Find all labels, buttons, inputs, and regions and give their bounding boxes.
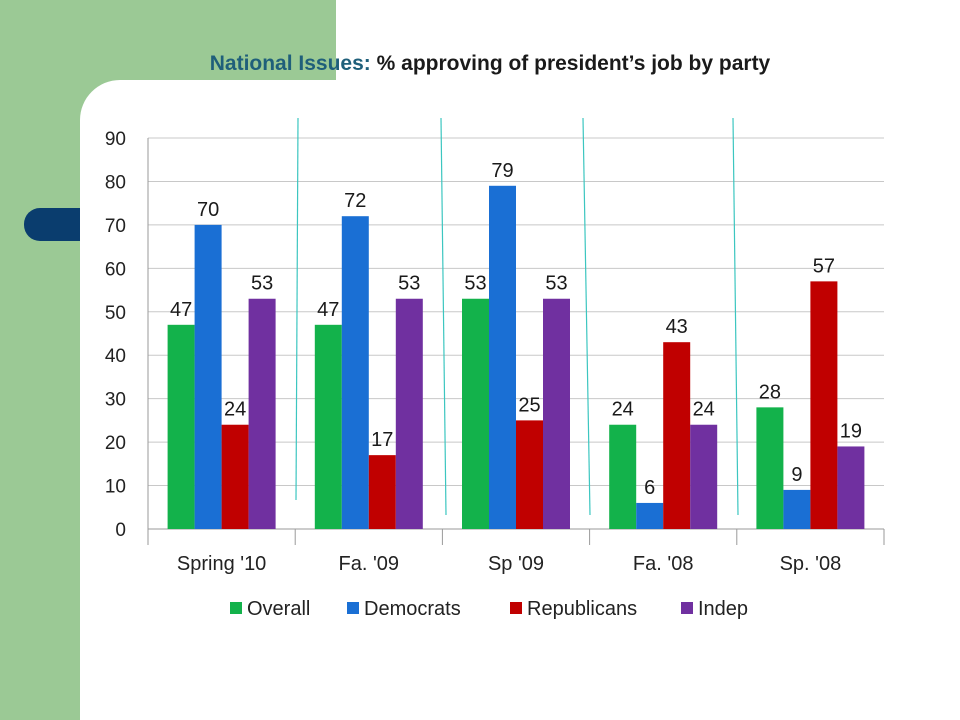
bar	[314, 324, 342, 529]
data-labels: 47 70 24 53 47 72 17 53 53 79 25 53 24 6 43 24 28 9 57 19	[170, 160, 862, 499]
slide-tab-marker	[24, 208, 80, 241]
left-green-band	[0, 0, 80, 720]
y-tick-label: 50	[105, 303, 126, 324]
top-green-band	[80, 0, 336, 80]
y-tick-label: 20	[105, 433, 126, 454]
data-label: 24	[612, 399, 634, 421]
bar	[837, 446, 865, 529]
y-tick-label: 80	[105, 172, 126, 193]
slide-title: National Issues: % approving of presiden…	[0, 52, 960, 76]
data-label: 72	[344, 190, 366, 212]
legend-swatch	[230, 602, 242, 614]
separator-line	[582, 117, 591, 516]
data-label: 19	[840, 420, 862, 442]
legend-swatch	[510, 602, 522, 614]
bar	[663, 342, 691, 529]
bar	[395, 298, 423, 529]
y-tick-label: 40	[105, 346, 126, 367]
legend-label: Democrats	[364, 598, 461, 620]
bar	[636, 502, 664, 529]
y-tick-label: 90	[105, 129, 126, 150]
category-label: Fa. '08	[633, 553, 694, 575]
data-label: 47	[170, 299, 192, 321]
y-tick-label: 10	[105, 477, 126, 498]
bar	[368, 455, 396, 529]
category-label: Sp. '08	[780, 553, 842, 575]
bar	[167, 324, 195, 529]
bar	[543, 298, 570, 529]
data-label: 24	[693, 399, 715, 421]
bar	[248, 298, 276, 529]
category-labels: Spring '10 Fa. '09 Sp '09 Fa. '08 Sp. '08	[177, 553, 841, 575]
category-label: Sp '09	[488, 553, 544, 575]
category-label: Fa. '09	[339, 553, 400, 575]
bar	[756, 407, 784, 529]
data-label: 9	[791, 464, 802, 486]
legend-swatch	[347, 602, 359, 614]
y-tick-label: 60	[105, 259, 126, 280]
bar	[783, 489, 811, 529]
data-label: 6	[644, 477, 655, 499]
data-label: 79	[491, 160, 513, 182]
y-tick-label: 30	[105, 390, 126, 411]
data-label: 47	[317, 299, 339, 321]
separator-lines	[295, 117, 739, 516]
bar	[609, 424, 637, 529]
bar	[341, 216, 369, 529]
data-label: 53	[545, 273, 567, 295]
separator-line	[440, 117, 447, 516]
data-label: 17	[371, 429, 393, 451]
bar	[194, 224, 222, 529]
y-axis-ticks: 0 10 20 30 40 50 60 70 80 90	[105, 129, 126, 541]
bar	[462, 298, 489, 529]
bar	[810, 281, 838, 529]
category-label: Spring '10	[177, 553, 266, 575]
data-label: 24	[224, 399, 246, 421]
bars	[167, 185, 865, 530]
legend-label: Republicans	[527, 598, 637, 620]
legend-label: Indep	[698, 598, 748, 620]
separator-line	[732, 117, 739, 516]
separator-line	[295, 117, 299, 501]
data-label: 57	[813, 255, 835, 277]
legend-label: Overall	[247, 598, 310, 620]
legend: Overall Democrats Republicans Indep	[230, 598, 748, 620]
data-label: 53	[398, 273, 420, 295]
bar	[489, 185, 516, 530]
y-tick-label: 70	[105, 216, 126, 237]
bar	[221, 424, 249, 529]
data-label: 28	[759, 381, 781, 403]
data-label: 43	[666, 316, 688, 338]
data-label: 70	[197, 199, 219, 221]
data-label: 25	[518, 394, 540, 416]
bar	[516, 420, 543, 529]
data-label: 53	[464, 273, 486, 295]
title-main: % approving of president’s job by party	[370, 52, 771, 75]
title-prefix: National Issues:	[209, 52, 371, 75]
data-label: 53	[251, 273, 273, 295]
legend-swatch	[681, 602, 693, 614]
y-tick-label: 0	[115, 520, 126, 541]
bar	[690, 424, 718, 529]
